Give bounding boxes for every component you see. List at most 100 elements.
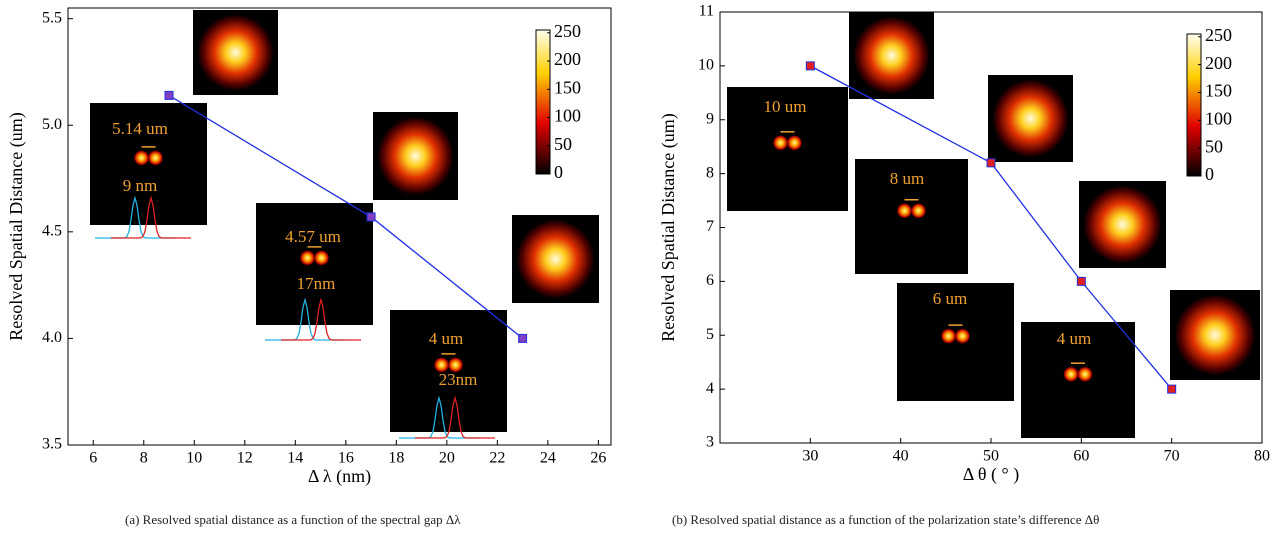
y-tick-label: 9 xyxy=(706,110,714,127)
colorbar-tick-label: 200 xyxy=(1205,53,1232,73)
y-tick-label: 8 xyxy=(706,164,714,181)
annotation: 10 um xyxy=(764,97,807,116)
colorbar-tick-label: 0 xyxy=(554,162,563,182)
x-tick-label: 50 xyxy=(983,448,999,465)
x-tick-label: 70 xyxy=(1164,448,1180,465)
colorbar-tick-label: 150 xyxy=(554,77,581,97)
x-axis-label: Δ λ (nm) xyxy=(308,466,371,487)
inset-spot xyxy=(147,149,164,166)
colorbar-tick-label: 250 xyxy=(554,21,581,41)
inset-image xyxy=(855,159,968,274)
inset-spot xyxy=(786,134,803,151)
inset-spot xyxy=(299,249,316,266)
data-point xyxy=(986,158,996,168)
annotation: 17nm xyxy=(297,274,336,293)
colorbar-tick-label: 50 xyxy=(1205,136,1223,156)
inset-spot xyxy=(377,116,454,196)
annotation: 4 um xyxy=(429,329,463,348)
figure: 6 8 10 12 14 16 18 20 22 24 26 3.5 4.0 4.5 5.0 5.5 Δ λ (… xyxy=(6,3,1270,487)
x-tick-label: 24 xyxy=(540,450,556,467)
y-tick-label: 3.5 xyxy=(42,436,62,453)
annotation: 6 um xyxy=(933,289,967,308)
caption: (b) Resolved spatial distance as a funct… xyxy=(672,512,1100,527)
y-tick-label: 7 xyxy=(706,218,714,235)
annotation: 9 nm xyxy=(123,176,157,195)
x-tick-label: 20 xyxy=(439,450,455,467)
y-tick-label: 3 xyxy=(706,434,714,451)
inset-spot xyxy=(197,14,274,91)
data-point xyxy=(805,61,815,71)
inset-spot xyxy=(910,202,927,219)
y-tick-label: 5.5 xyxy=(42,9,62,26)
data-point xyxy=(1076,276,1086,286)
x-tick-label: 14 xyxy=(287,450,303,467)
y-tick-label: 5 xyxy=(706,326,714,343)
inset-image xyxy=(897,283,1014,401)
inset-image xyxy=(256,203,373,325)
x-tick-label: 10 xyxy=(186,450,202,467)
y-tick-label: 10 xyxy=(698,57,714,74)
x-tick-label: 60 xyxy=(1073,448,1089,465)
inset-spot xyxy=(447,356,464,373)
inset-spot xyxy=(1174,294,1256,376)
y-tick-label: 4 xyxy=(706,380,714,397)
y-tick-label: 11 xyxy=(699,3,714,20)
x-tick-label: 40 xyxy=(893,448,909,465)
data-point xyxy=(1167,384,1177,394)
annotation: 8 um xyxy=(890,169,924,188)
colorbar-tick-label: 250 xyxy=(1205,25,1232,45)
colorbar-tick-label: 0 xyxy=(1205,164,1214,184)
y-axis-label: Resolved Spatial Distance (um) xyxy=(658,113,679,341)
inset-image xyxy=(1021,322,1135,438)
x-tick-label: 80 xyxy=(1254,448,1270,465)
y-tick-label: 4.0 xyxy=(42,329,62,346)
inset-spot xyxy=(433,356,450,373)
inset-spot xyxy=(992,79,1069,158)
annotation: 5.14 um xyxy=(112,119,168,138)
colorbar-tick-label: 100 xyxy=(1205,108,1232,128)
x-tick-label: 18 xyxy=(388,450,404,467)
x-tick-label: 22 xyxy=(489,450,505,467)
colorbar-tick-label: 200 xyxy=(554,49,581,69)
inset-spot xyxy=(940,328,957,345)
inset-spot xyxy=(954,328,971,345)
inset-spot xyxy=(1083,185,1162,264)
inset-spot xyxy=(896,202,913,219)
inset-spot xyxy=(1063,366,1079,383)
inset-spot xyxy=(516,219,595,299)
inset-spot xyxy=(133,149,150,166)
caption: (a) Resolved spatial distance as a funct… xyxy=(125,512,461,527)
data-point xyxy=(366,212,376,222)
x-tick-label: 26 xyxy=(590,450,606,467)
x-tick-label: 30 xyxy=(802,448,818,465)
plot-frame xyxy=(67,7,612,446)
annotation: 23nm xyxy=(439,370,478,389)
spectrum-curve xyxy=(415,395,495,439)
spectrum-curve xyxy=(281,297,361,341)
colorbar-tick-label: 100 xyxy=(554,106,581,126)
data-line xyxy=(810,65,1173,390)
y-tick-label: 6 xyxy=(706,272,714,289)
data-point xyxy=(164,90,174,100)
inset-spot xyxy=(313,249,330,266)
inset-image xyxy=(727,87,848,211)
colorbar xyxy=(1186,33,1202,177)
x-tick-label: 6 xyxy=(89,450,97,467)
colorbar-tick-label: 150 xyxy=(1205,81,1232,101)
colorbar xyxy=(535,29,551,175)
inset-spot xyxy=(772,134,789,151)
y-tick-label: 4.5 xyxy=(42,223,62,240)
x-axis-label: Δ θ ( ° ) xyxy=(963,464,1019,485)
annotation: 4.57 um xyxy=(285,227,341,246)
spectrum-curve xyxy=(111,195,191,239)
inset-spot xyxy=(853,16,930,95)
y-axis-label: Resolved Spatial Distance (um) xyxy=(6,112,27,340)
y-tick-label: 5.0 xyxy=(42,116,62,133)
x-tick-label: 16 xyxy=(338,450,354,467)
x-tick-label: 8 xyxy=(140,450,148,467)
data-point xyxy=(518,333,528,343)
inset-spot xyxy=(1077,366,1093,383)
colorbar-tick-label: 50 xyxy=(554,134,572,154)
inset-image xyxy=(390,310,507,432)
